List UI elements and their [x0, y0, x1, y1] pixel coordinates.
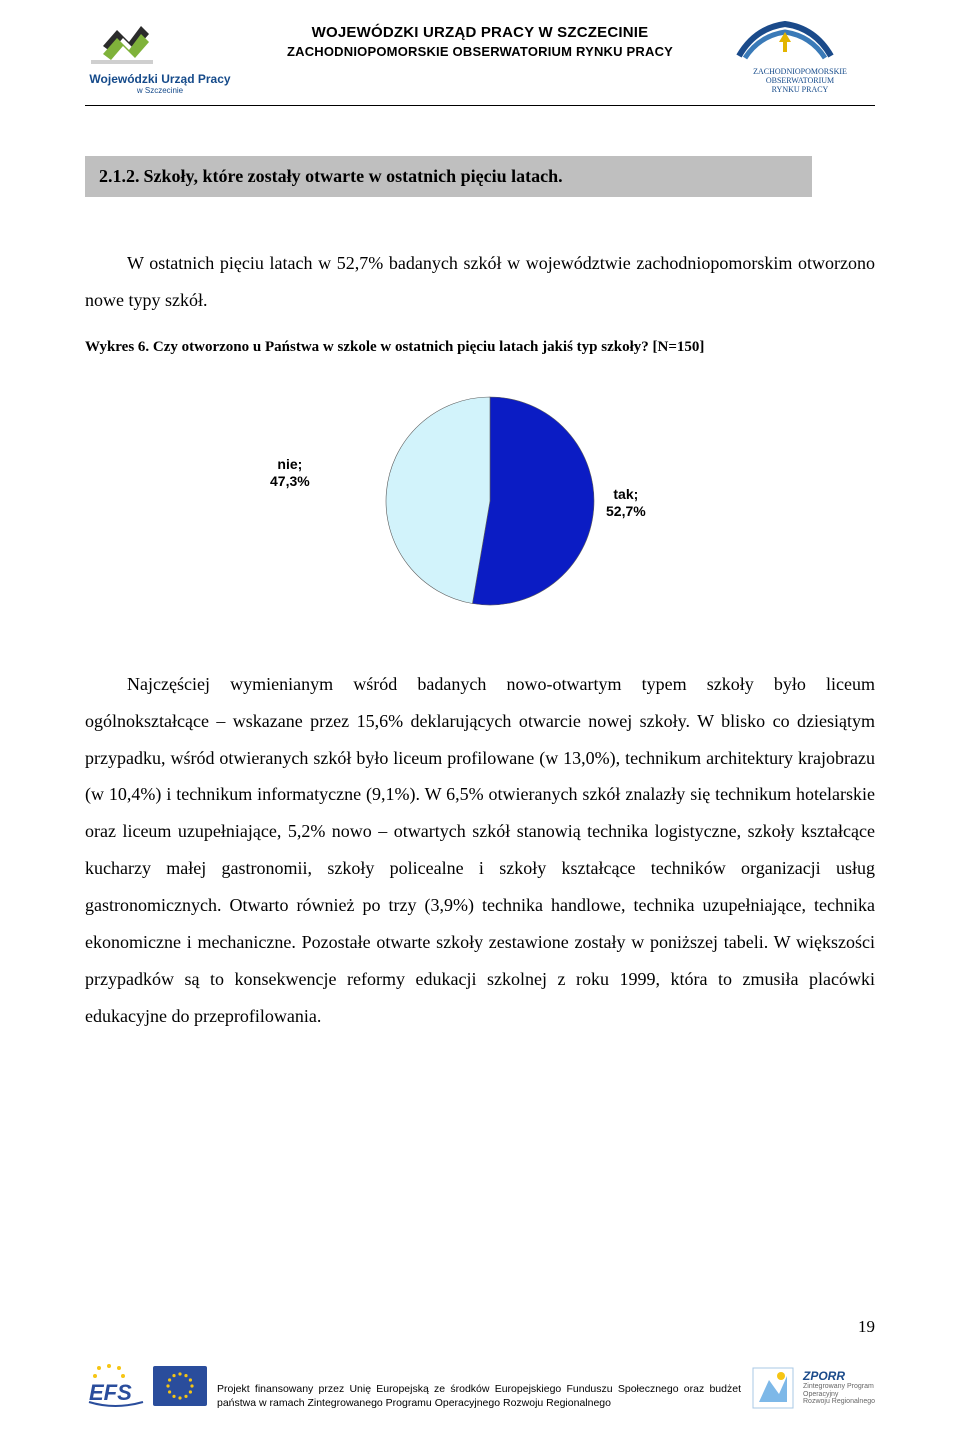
efs-stars-logo: EFS [85, 1362, 147, 1410]
page-header: Wojewódzki Urząd Pracy w Szczecinie WOJE… [85, 20, 875, 95]
svg-text:EFS: EFS [89, 1380, 132, 1405]
header-divider [85, 105, 875, 106]
footer-logos-right: ZPORR Zintegrowany Program Operacyjny Ro… [751, 1366, 875, 1410]
intro-paragraph: W ostatnich pięciu latach w 52,7% badany… [85, 245, 875, 319]
footer: EFS Projekt finansowany przez Unię Europ… [85, 1362, 875, 1410]
intro-text: W ostatnich pięciu latach w 52,7% badany… [85, 253, 875, 310]
logo-right-text: ZACHODNIOPOMORSKIE OBSERWATORIUM RYNKU P… [725, 68, 875, 94]
header-line1: WOJEWÓDZKI URZĄD PRACY W SZCZECINIE [235, 24, 725, 41]
pie-label-tak: tak;52,7% [606, 486, 646, 521]
chart-caption: Wykres 6. Czy otworzono u Państwa w szko… [85, 339, 875, 356]
logo-left-text: Wojewódzki Urząd Pracy w Szczecinie [85, 72, 235, 95]
header-line2: ZACHODNIOPOMORSKIE OBSERWATORIUM RYNKU P… [235, 44, 725, 59]
footer-text: Projekt finansowany przez Unię Europejsk… [207, 1382, 751, 1410]
body-text: Najczęściej wymienianym wśród badanych n… [85, 674, 875, 1026]
eu-flag-logo [153, 1366, 207, 1406]
body-paragraph: Najczęściej wymienianym wśród badanych n… [85, 666, 875, 1035]
page-number: 19 [858, 1317, 875, 1337]
section-heading-box: 2.1.2. Szkoły, które zostały otwarte w o… [85, 156, 812, 197]
pie-label-nie: nie;47,3% [270, 456, 310, 491]
logo-left: Wojewódzki Urząd Pracy w Szczecinie [85, 20, 235, 95]
zporr-text: ZPORR Zintegrowany Program Operacyjny Ro… [803, 1370, 875, 1406]
header-titles: WOJEWÓDZKI URZĄD PRACY W SZCZECINIE ZACH… [235, 20, 725, 59]
footer-logos-left: EFS [85, 1362, 207, 1410]
logo-right: ZACHODNIOPOMORSKIE OBSERWATORIUM RYNKU P… [725, 20, 875, 94]
section-number: 2.1.2. [99, 166, 140, 186]
pie-chart: nie;47,3% tak;52,7% [85, 386, 875, 616]
section-title: Szkoły, które zostały otwarte w ostatnic… [144, 166, 563, 186]
pie-svg [380, 391, 600, 611]
zporr-icon [751, 1366, 795, 1410]
